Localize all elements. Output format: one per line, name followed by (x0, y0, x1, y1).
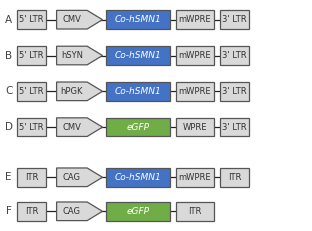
Bar (176, 168, 214, 187)
Text: ITR: ITR (188, 207, 202, 216)
Text: ITR: ITR (228, 173, 241, 182)
Text: CAG: CAG (63, 207, 81, 216)
Text: B: B (5, 51, 12, 61)
Text: A: A (5, 15, 12, 25)
Bar (220, 118, 249, 137)
Bar (17, 118, 46, 137)
Polygon shape (56, 118, 102, 137)
Text: mWPRE: mWPRE (179, 51, 211, 60)
Bar (105, 46, 170, 65)
Bar (17, 82, 46, 101)
Bar (176, 46, 214, 65)
Text: hSYN: hSYN (61, 51, 83, 60)
Text: 5' LTR: 5' LTR (19, 51, 44, 60)
Text: eGFP: eGFP (126, 123, 149, 132)
Text: CAG: CAG (63, 173, 81, 182)
Text: 5' LTR: 5' LTR (19, 123, 44, 132)
Bar (176, 118, 214, 137)
Text: D: D (5, 122, 12, 132)
Bar (105, 168, 170, 187)
Text: 5' LTR: 5' LTR (19, 87, 44, 96)
Text: 5' LTR: 5' LTR (19, 15, 44, 24)
Text: eGFP: eGFP (126, 207, 149, 216)
Bar (17, 10, 46, 29)
Bar (176, 82, 214, 101)
Bar (105, 118, 170, 137)
Text: Co-hSMN1: Co-hSMN1 (114, 87, 161, 96)
Bar (220, 46, 249, 65)
Bar (17, 168, 46, 187)
Bar (105, 82, 170, 101)
Text: Co-hSMN1: Co-hSMN1 (114, 51, 161, 60)
Text: 3' LTR: 3' LTR (222, 15, 247, 24)
Text: hPGK: hPGK (61, 87, 83, 96)
Text: E: E (5, 172, 12, 182)
Polygon shape (56, 82, 102, 101)
Polygon shape (56, 202, 102, 221)
Text: ITR: ITR (25, 173, 38, 182)
Bar (176, 202, 214, 221)
Polygon shape (56, 10, 102, 29)
Bar (176, 10, 214, 29)
Text: mWPRE: mWPRE (179, 173, 211, 182)
Text: ITR: ITR (25, 207, 38, 216)
Bar (105, 202, 170, 221)
Text: 3' LTR: 3' LTR (222, 51, 247, 60)
Bar (17, 46, 46, 65)
Text: CMV: CMV (62, 123, 81, 132)
Text: CMV: CMV (62, 15, 81, 24)
Text: Co-hSMN1: Co-hSMN1 (114, 173, 161, 182)
Bar (220, 10, 249, 29)
Text: 3' LTR: 3' LTR (222, 123, 247, 132)
Bar (220, 82, 249, 101)
Bar (105, 10, 170, 29)
Text: mWPRE: mWPRE (179, 87, 211, 96)
Text: F: F (6, 206, 12, 216)
Text: 3' LTR: 3' LTR (222, 87, 247, 96)
Text: Co-hSMN1: Co-hSMN1 (114, 15, 161, 24)
Polygon shape (56, 168, 102, 187)
Bar (220, 168, 249, 187)
Text: mWPRE: mWPRE (179, 15, 211, 24)
Text: WPRE: WPRE (183, 123, 207, 132)
Text: C: C (5, 86, 12, 96)
Bar (17, 202, 46, 221)
Polygon shape (56, 46, 102, 65)
